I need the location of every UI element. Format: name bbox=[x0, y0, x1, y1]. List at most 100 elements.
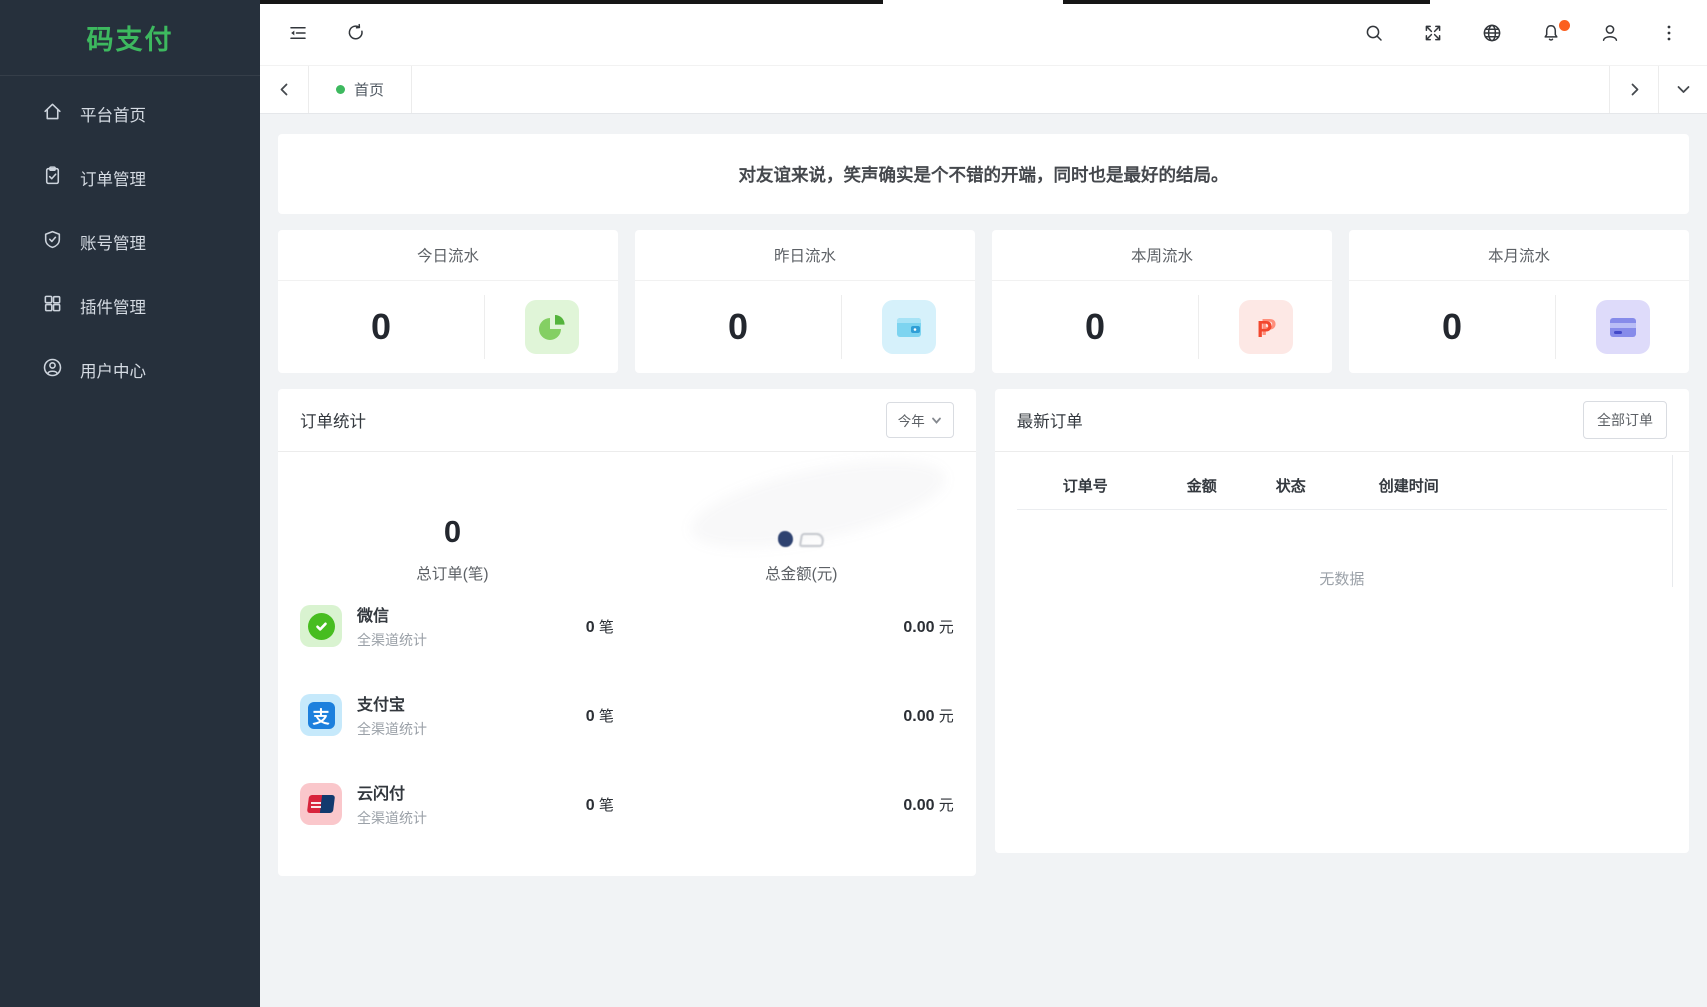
order-stats-title: 订单统计 bbox=[300, 413, 366, 431]
divider bbox=[484, 295, 486, 359]
sidebar-item-label: 插件管理 bbox=[80, 299, 146, 317]
stat-card-value: 0 bbox=[1442, 306, 1463, 347]
channel-subtitle: 全渠道统计 bbox=[357, 721, 427, 737]
sidebar-item-user-center[interactable]: 用户中心 bbox=[0, 338, 260, 402]
tab-label: 首页 bbox=[354, 82, 385, 99]
stat-card-title: 本月流水 bbox=[1349, 230, 1689, 281]
globe-icon[interactable] bbox=[1482, 23, 1502, 43]
user-icon[interactable] bbox=[1600, 23, 1620, 43]
divider bbox=[1555, 295, 1557, 359]
channel-subtitle: 全渠道统计 bbox=[357, 632, 427, 648]
bell-icon[interactable] bbox=[1541, 19, 1570, 43]
sidebar-item-account-management[interactable]: 账号管理 bbox=[0, 210, 260, 274]
refresh-icon[interactable] bbox=[346, 23, 366, 43]
sidebar-item-order-management[interactable]: 订单管理 bbox=[0, 146, 260, 210]
more-icon[interactable] bbox=[1659, 23, 1679, 43]
obfuscated-glyph bbox=[799, 533, 826, 547]
channel-row-alipay: 支 支付宝 全渠道统计 0 笔 0.00 元 bbox=[300, 687, 954, 743]
shield-check-icon bbox=[42, 229, 63, 255]
channel-amount-unit: 元 bbox=[938, 707, 954, 725]
quote-text: 对友谊来说，笑声确实是个不错的开端，同时也是最好的结局。 bbox=[738, 164, 1229, 185]
top-edge-artifact bbox=[260, 0, 883, 4]
channel-subtitle: 全渠道统计 bbox=[357, 810, 427, 826]
order-icon bbox=[42, 165, 63, 191]
channel-count: 0 bbox=[585, 707, 595, 725]
sidebar-item-label: 订单管理 bbox=[80, 171, 146, 189]
grid-icon bbox=[42, 293, 63, 319]
alipay-icon: 支 bbox=[300, 694, 342, 736]
stat-cards-row: 今日流水 0 bbox=[278, 230, 1689, 373]
obfuscated-glyph bbox=[778, 531, 794, 547]
sidebar-item-platform-home[interactable]: 平台首页 bbox=[0, 82, 260, 146]
stat-card-value: 0 bbox=[1085, 306, 1106, 347]
svg-text:P: P bbox=[1257, 316, 1272, 342]
sidebar-item-label: 用户中心 bbox=[80, 363, 146, 381]
channel-row-wechat: 微信 全渠道统计 0 笔 0.00 元 bbox=[300, 598, 954, 654]
tab-menu-collapse-button[interactable] bbox=[1658, 66, 1707, 113]
channel-amount: 0.00 bbox=[903, 796, 935, 814]
range-selector[interactable]: 今年 bbox=[885, 402, 954, 438]
tab-spacer bbox=[412, 66, 1609, 113]
sidebar-item-label: 平台首页 bbox=[80, 107, 146, 125]
channel-list: 微信 全渠道统计 0 笔 0.00 元 支 支付宝 bbox=[278, 598, 976, 832]
channel-amount-unit: 元 bbox=[938, 618, 954, 636]
brand-logo: 码支付 bbox=[0, 0, 260, 76]
menu-fold-icon[interactable] bbox=[288, 23, 308, 43]
range-selector-value: 今年 bbox=[897, 414, 925, 429]
column-header-created-at: 创建时间 bbox=[1378, 477, 1439, 495]
wechat-pay-icon bbox=[300, 605, 342, 647]
divider bbox=[841, 295, 843, 359]
tab-scroll-right-button[interactable] bbox=[1609, 66, 1658, 113]
pie-chart-icon bbox=[524, 300, 579, 354]
sidebar-item-plugin-management[interactable]: 插件管理 bbox=[0, 274, 260, 338]
channel-name: 微信 bbox=[357, 608, 390, 625]
channel-row-quickpass: 云闪付 全渠道统计 0 笔 0.00 元 bbox=[300, 776, 954, 832]
channel-name: 云闪付 bbox=[357, 786, 406, 803]
total-orders-label: 总订单(笔) bbox=[416, 566, 489, 583]
channel-count-unit: 笔 bbox=[598, 618, 614, 636]
header-left-tools bbox=[288, 23, 366, 43]
channel-count: 0 bbox=[585, 618, 595, 636]
stat-card-title: 昨日流水 bbox=[635, 230, 975, 281]
column-header-order-no: 订单号 bbox=[1062, 477, 1108, 495]
order-stats-panel: 订单统计 今年 0 总订单(笔) bbox=[278, 389, 976, 876]
orders-table-header: 订单号 金额 状态 创建时间 bbox=[1016, 461, 1667, 510]
home-icon bbox=[42, 101, 63, 127]
stat-card-today: 今日流水 0 bbox=[278, 230, 618, 373]
main-area: 首页 对友谊来说，笑声确实是个不错的开端，同时也是最好的结局。 今日流水 0 bbox=[260, 0, 1707, 1007]
latest-orders-title: 最新订单 bbox=[1016, 413, 1083, 431]
credit-card-icon bbox=[1595, 300, 1650, 354]
channel-count-unit: 笔 bbox=[598, 796, 614, 814]
total-orders-value: 0 bbox=[443, 514, 462, 549]
search-icon[interactable] bbox=[1364, 23, 1384, 43]
paypal-icon: P P bbox=[1238, 300, 1293, 354]
table-scrollbar-track[interactable] bbox=[1672, 455, 1673, 587]
header-right-tools bbox=[1364, 19, 1679, 43]
total-amount-label: 总金额(元) bbox=[765, 566, 838, 583]
tab-scroll-left-button[interactable] bbox=[260, 66, 309, 113]
channel-amount: 0.00 bbox=[903, 618, 935, 636]
column-header-status: 状态 bbox=[1275, 477, 1306, 495]
unionpay-quickpass-icon bbox=[300, 783, 342, 825]
stat-card-value: 0 bbox=[728, 306, 749, 347]
sidebar-menu: 平台首页 订单管理 账号管理 插件管理 bbox=[0, 76, 260, 402]
latest-orders-panel: 最新订单 全部订单 订单号 金额 状态 创建时间 无数据 bbox=[994, 389, 1689, 853]
fullscreen-icon[interactable] bbox=[1423, 23, 1443, 43]
channel-name: 支付宝 bbox=[357, 697, 406, 714]
tab-home[interactable]: 首页 bbox=[309, 66, 413, 113]
content-area: 对友谊来说，笑声确实是个不错的开端，同时也是最好的结局。 今日流水 0 bbox=[260, 114, 1707, 1007]
svg-text:P: P bbox=[1261, 314, 1276, 340]
all-orders-button[interactable]: 全部订单 bbox=[1583, 401, 1667, 439]
user-circle-icon bbox=[42, 357, 63, 383]
order-stats-summary: 0 总订单(笔) 总金额(元) bbox=[278, 442, 976, 584]
stat-card-value: 0 bbox=[371, 306, 392, 347]
sidebar: 码支付 平台首页 订单管理 账号管理 bbox=[0, 0, 260, 1007]
column-header-amount: 金额 bbox=[1186, 477, 1217, 495]
stat-card-title: 今日流水 bbox=[278, 230, 618, 281]
top-edge-artifact bbox=[1063, 0, 1430, 4]
total-amount-obfuscated-glyphs bbox=[683, 442, 953, 566]
panels-row: 订单统计 今年 0 总订单(笔) bbox=[278, 389, 1689, 876]
stat-card-this-week: 本周流水 0 P P bbox=[992, 230, 1332, 373]
chevron-down-icon bbox=[931, 417, 941, 424]
